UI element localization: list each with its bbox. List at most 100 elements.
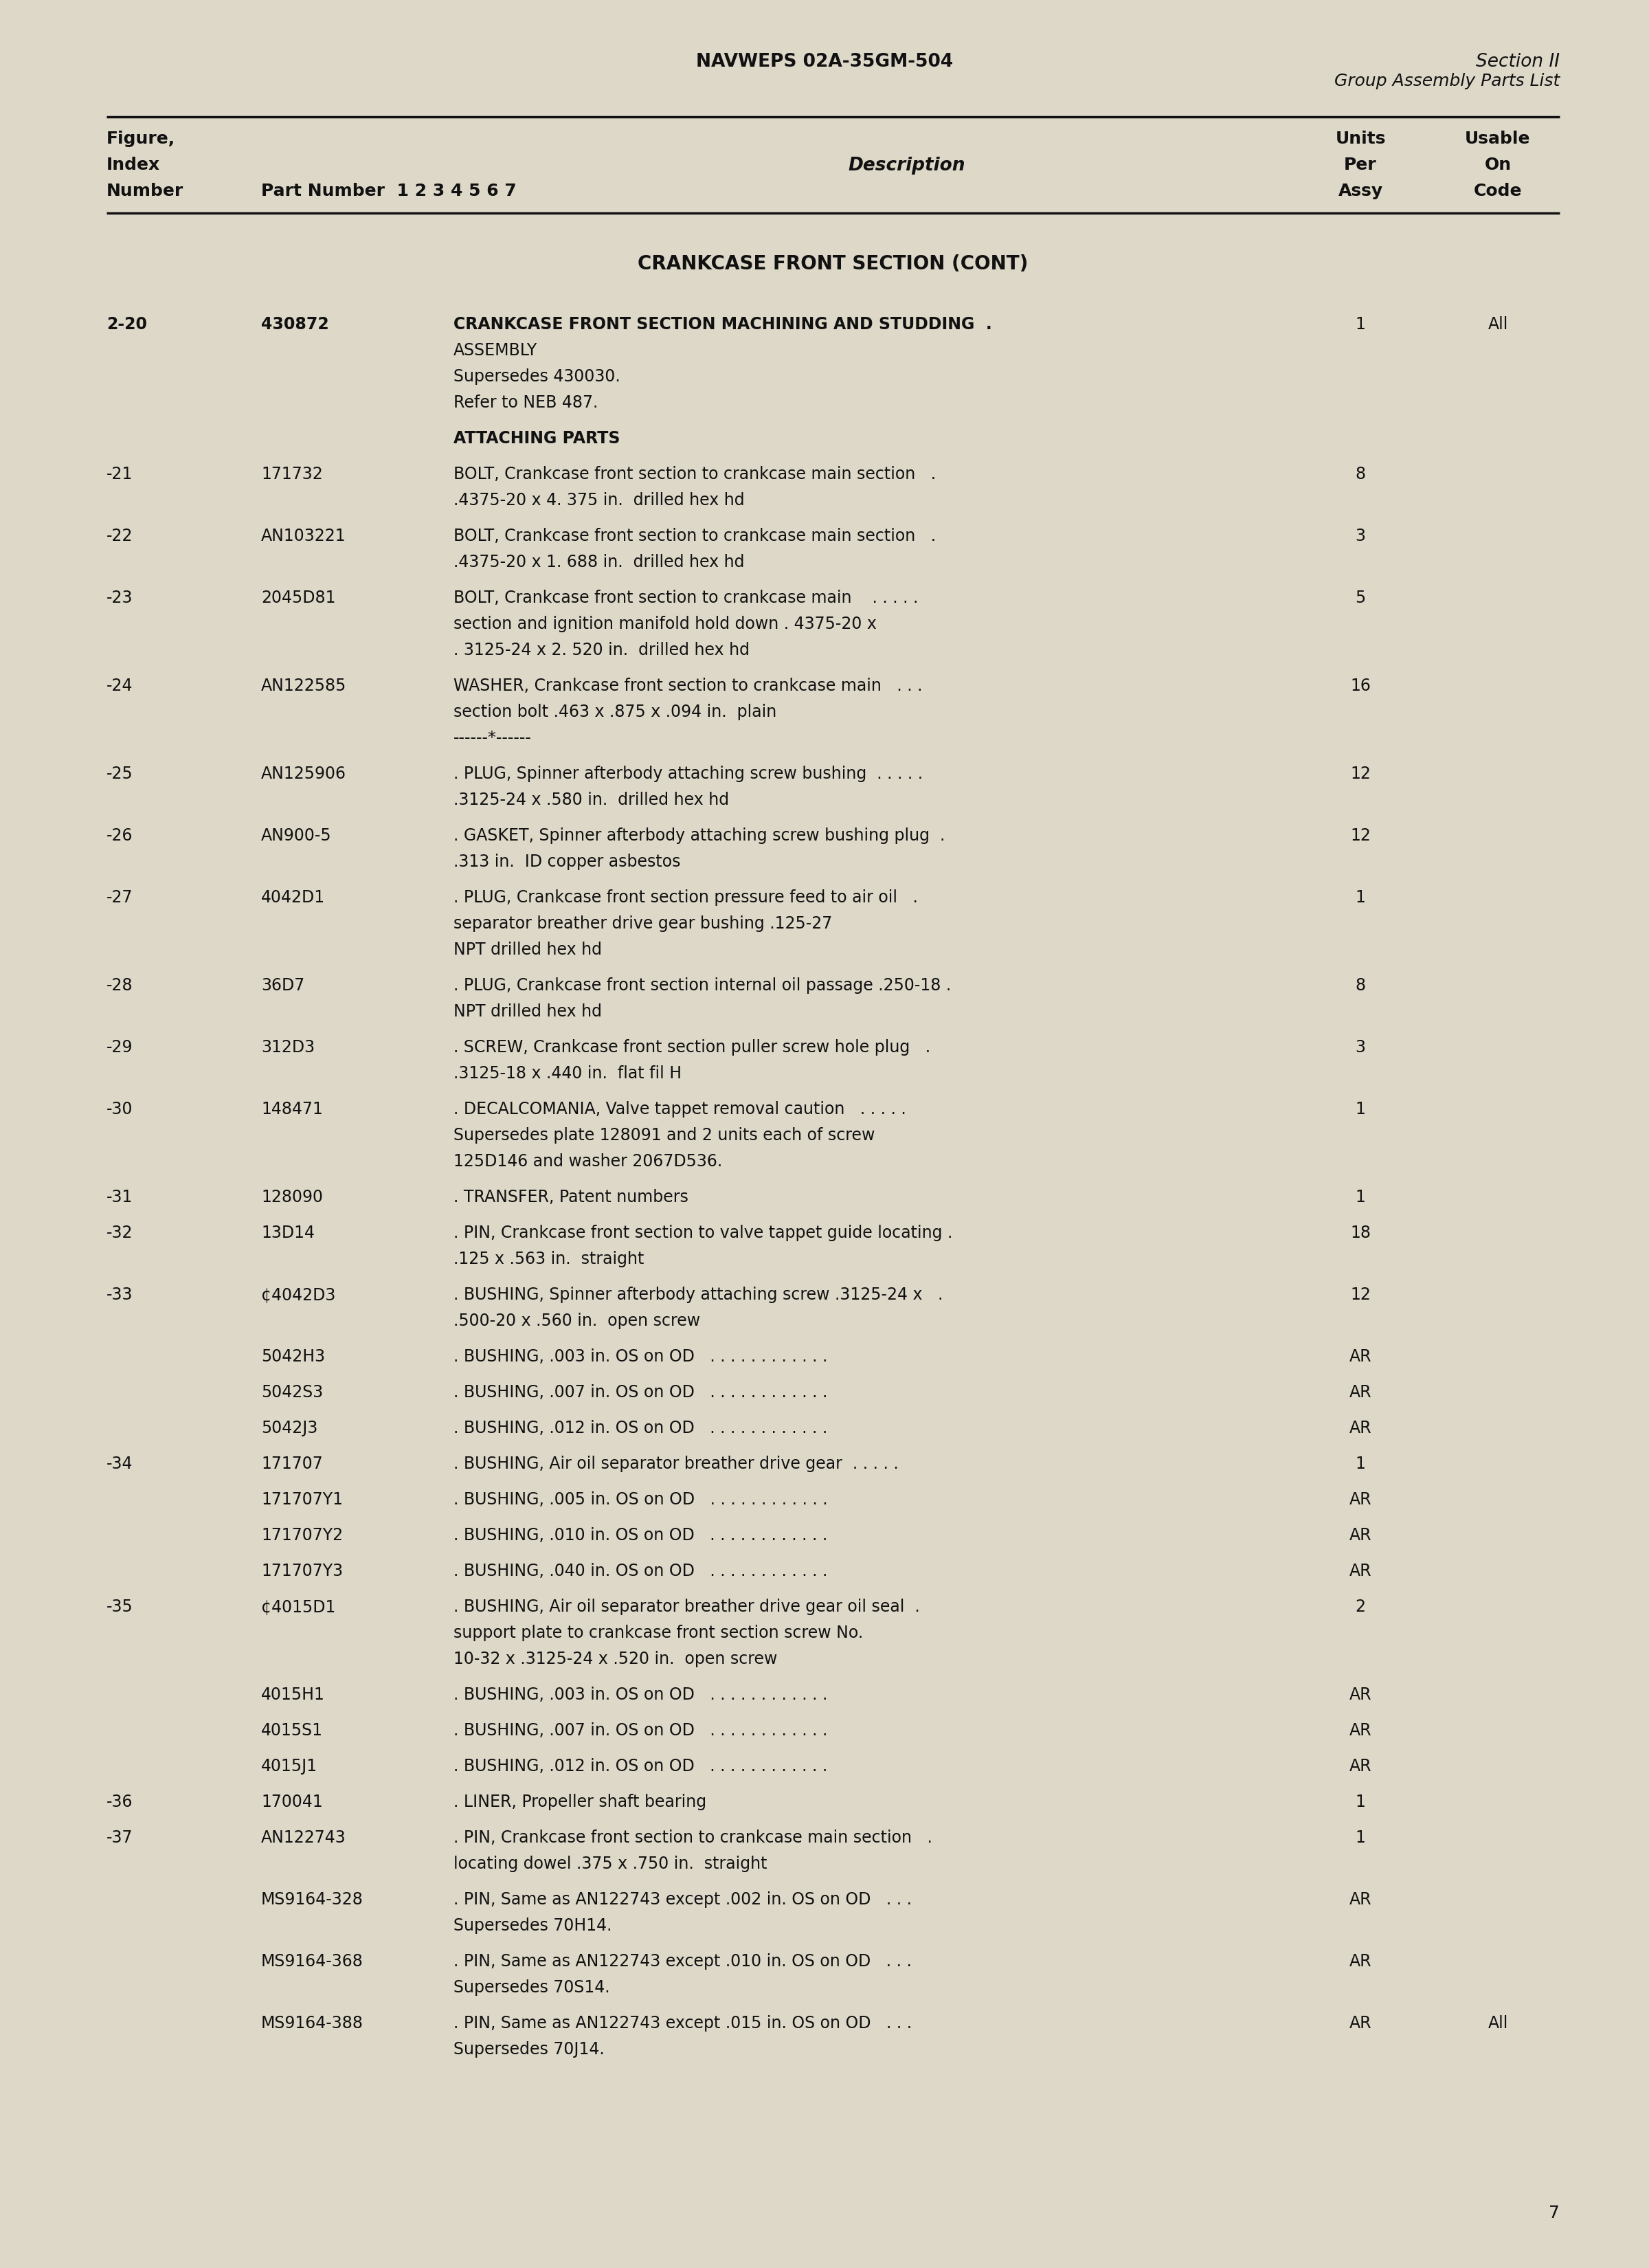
Text: Units: Units	[1336, 132, 1385, 147]
Text: . BUSHING, Air oil separator breather drive gear  . . . . .: . BUSHING, Air oil separator breather dr…	[453, 1456, 899, 1472]
Text: AR: AR	[1349, 1563, 1372, 1579]
Text: AR: AR	[1349, 1953, 1372, 1969]
Text: 1: 1	[1355, 315, 1365, 333]
Text: BOLT, Crankcase front section to crankcase main section   .: BOLT, Crankcase front section to crankca…	[453, 465, 937, 483]
Text: 12: 12	[1351, 1286, 1370, 1304]
Text: . BUSHING, .010 in. OS on OD   . . . . . . . . . . . .: . BUSHING, .010 in. OS on OD . . . . . .…	[453, 1526, 828, 1545]
Text: -27: -27	[107, 889, 134, 905]
Text: Index: Index	[107, 156, 160, 172]
Text: 5042H3: 5042H3	[261, 1349, 325, 1365]
Text: Code: Code	[1474, 184, 1522, 200]
Text: 1: 1	[1355, 1100, 1365, 1118]
Text: . PLUG, Spinner afterbody attaching screw bushing  . . . . .: . PLUG, Spinner afterbody attaching scre…	[453, 767, 923, 782]
Text: 3: 3	[1355, 528, 1365, 544]
Text: On: On	[1484, 156, 1510, 172]
Text: -37: -37	[107, 1830, 134, 1846]
Text: . DECALCOMANIA, Valve tappet removal caution   . . . . .: . DECALCOMANIA, Valve tappet removal cau…	[453, 1100, 905, 1118]
Text: .500-20 x .560 in.  open screw: .500-20 x .560 in. open screw	[453, 1313, 701, 1329]
Text: 125D146 and washer 2067D536.: 125D146 and washer 2067D536.	[453, 1152, 722, 1170]
Text: .4375-20 x 1. 688 in.  drilled hex hd: .4375-20 x 1. 688 in. drilled hex hd	[453, 553, 744, 572]
Text: 12: 12	[1351, 828, 1370, 844]
Text: 8: 8	[1355, 978, 1365, 993]
Text: 1: 1	[1355, 1830, 1365, 1846]
Text: NPT drilled hex hd: NPT drilled hex hd	[453, 941, 602, 957]
Text: . PIN, Same as AN122743 except .002 in. OS on OD   . . .: . PIN, Same as AN122743 except .002 in. …	[453, 1892, 912, 1907]
Text: -25: -25	[107, 767, 134, 782]
Text: 1: 1	[1355, 1456, 1365, 1472]
Text: 1: 1	[1355, 889, 1365, 905]
Text: Supersedes plate 128091 and 2 units each of screw: Supersedes plate 128091 and 2 units each…	[453, 1127, 876, 1143]
Text: support plate to crankcase front section screw No.: support plate to crankcase front section…	[453, 1624, 862, 1642]
Text: . BUSHING, .007 in. OS on OD   . . . . . . . . . . . .: . BUSHING, .007 in. OS on OD . . . . . .…	[453, 1383, 828, 1402]
Text: .125 x .563 in.  straight: .125 x .563 in. straight	[453, 1252, 645, 1268]
Text: . PIN, Same as AN122743 except .010 in. OS on OD   . . .: . PIN, Same as AN122743 except .010 in. …	[453, 1953, 912, 1969]
Text: ¢4042D3: ¢4042D3	[261, 1286, 335, 1304]
Text: 7: 7	[1548, 2204, 1560, 2220]
Text: 4042D1: 4042D1	[261, 889, 325, 905]
Text: 2-20: 2-20	[107, 315, 147, 333]
Text: Section II: Section II	[1476, 52, 1560, 70]
Text: CRANKCASE FRONT SECTION MACHINING AND STUDDING  .: CRANKCASE FRONT SECTION MACHINING AND ST…	[453, 315, 993, 333]
Text: 312D3: 312D3	[261, 1039, 315, 1055]
Text: . GASKET, Spinner afterbody attaching screw bushing plug  .: . GASKET, Spinner afterbody attaching sc…	[453, 828, 945, 844]
Text: ASSEMBLY: ASSEMBLY	[453, 342, 538, 358]
Text: MS9164-328: MS9164-328	[261, 1892, 363, 1907]
Text: 18: 18	[1351, 1225, 1370, 1241]
Text: Description: Description	[848, 156, 966, 175]
Text: . PLUG, Crankcase front section pressure feed to air oil   .: . PLUG, Crankcase front section pressure…	[453, 889, 918, 905]
Text: . BUSHING, .012 in. OS on OD   . . . . . . . . . . . .: . BUSHING, .012 in. OS on OD . . . . . .…	[453, 1420, 828, 1436]
Text: 16: 16	[1351, 678, 1370, 694]
Text: AR: AR	[1349, 1892, 1372, 1907]
Text: -33: -33	[107, 1286, 134, 1304]
Text: -35: -35	[107, 1599, 134, 1615]
Text: AN122585: AN122585	[261, 678, 346, 694]
Text: BOLT, Crankcase front section to crankcase main section   .: BOLT, Crankcase front section to crankca…	[453, 528, 937, 544]
Text: ¢4015D1: ¢4015D1	[261, 1599, 335, 1615]
Text: -30: -30	[107, 1100, 134, 1118]
Text: section bolt .463 x .875 x .094 in.  plain: section bolt .463 x .875 x .094 in. plai…	[453, 703, 777, 721]
Text: 5042J3: 5042J3	[261, 1420, 318, 1436]
Text: 5042S3: 5042S3	[261, 1383, 323, 1402]
Text: -23: -23	[107, 590, 134, 606]
Text: Refer to NEB 487.: Refer to NEB 487.	[453, 395, 599, 411]
Text: 8: 8	[1355, 465, 1365, 483]
Text: AN900-5: AN900-5	[261, 828, 331, 844]
Text: All: All	[1487, 2014, 1507, 2032]
Text: AN103221: AN103221	[261, 528, 346, 544]
Text: Group Assembly Parts List: Group Assembly Parts List	[1334, 73, 1560, 88]
Text: -21: -21	[107, 465, 134, 483]
Text: -36: -36	[107, 1794, 134, 1810]
Text: All: All	[1487, 315, 1507, 333]
Text: . BUSHING, .007 in. OS on OD   . . . . . . . . . . . .: . BUSHING, .007 in. OS on OD . . . . . .…	[453, 1721, 828, 1740]
Text: AR: AR	[1349, 1492, 1372, 1508]
Text: AR: AR	[1349, 2014, 1372, 2032]
Text: -28: -28	[107, 978, 134, 993]
Text: Supersedes 70S14.: Supersedes 70S14.	[453, 1980, 610, 1996]
Text: 171707Y2: 171707Y2	[261, 1526, 343, 1545]
Text: Supersedes 70H14.: Supersedes 70H14.	[453, 1916, 612, 1935]
Text: 170041: 170041	[261, 1794, 323, 1810]
Text: -22: -22	[107, 528, 134, 544]
Text: NPT drilled hex hd: NPT drilled hex hd	[453, 1002, 602, 1021]
Text: . PIN, Crankcase front section to valve tappet guide locating .: . PIN, Crankcase front section to valve …	[453, 1225, 953, 1241]
Text: ATTACHING PARTS: ATTACHING PARTS	[453, 431, 620, 447]
Text: AR: AR	[1349, 1526, 1372, 1545]
Text: 4015S1: 4015S1	[261, 1721, 323, 1740]
Text: CRANKCASE FRONT SECTION (CONT): CRANKCASE FRONT SECTION (CONT)	[638, 254, 1029, 274]
Text: . BUSHING, .012 in. OS on OD   . . . . . . . . . . . .: . BUSHING, .012 in. OS on OD . . . . . .…	[453, 1758, 828, 1774]
Text: 4015H1: 4015H1	[261, 1687, 325, 1703]
Text: NAVWEPS 02A-35GM-504: NAVWEPS 02A-35GM-504	[696, 52, 953, 70]
Text: MS9164-368: MS9164-368	[261, 1953, 363, 1969]
Text: 171732: 171732	[261, 465, 323, 483]
Text: . BUSHING, .003 in. OS on OD   . . . . . . . . . . . .: . BUSHING, .003 in. OS on OD . . . . . .…	[453, 1687, 828, 1703]
Text: WASHER, Crankcase front section to crankcase main   . . .: WASHER, Crankcase front section to crank…	[453, 678, 922, 694]
Text: 430872: 430872	[261, 315, 328, 333]
Text: Per: Per	[1344, 156, 1377, 172]
Text: Supersedes 430030.: Supersedes 430030.	[453, 367, 620, 386]
Text: -24: -24	[107, 678, 134, 694]
Text: AN125906: AN125906	[261, 767, 346, 782]
Text: . TRANSFER, Patent numbers: . TRANSFER, Patent numbers	[453, 1188, 688, 1207]
Text: .4375-20 x 4. 375 in.  drilled hex hd: .4375-20 x 4. 375 in. drilled hex hd	[453, 492, 745, 508]
Text: separator breather drive gear bushing .125-27: separator breather drive gear bushing .1…	[453, 916, 833, 932]
Text: BOLT, Crankcase front section to crankcase main    . . . . .: BOLT, Crankcase front section to crankca…	[453, 590, 918, 606]
